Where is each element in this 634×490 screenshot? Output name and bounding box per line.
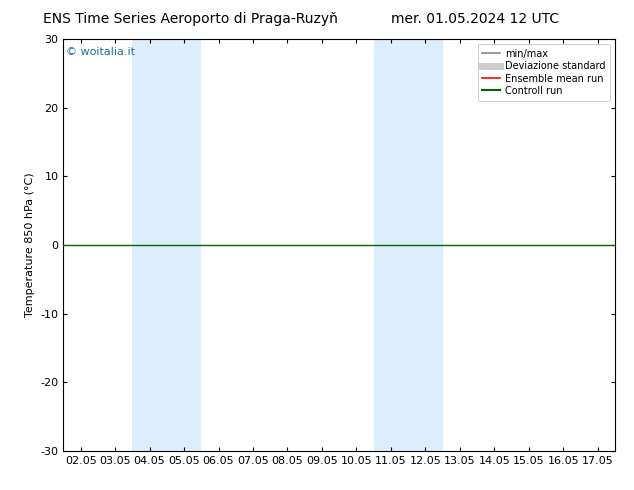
Bar xyxy=(167,39,202,451)
Text: © woitalia.it: © woitalia.it xyxy=(66,48,135,57)
Text: mer. 01.05.2024 12 UTC: mer. 01.05.2024 12 UTC xyxy=(391,12,560,26)
Bar xyxy=(133,39,167,451)
Bar xyxy=(408,39,443,451)
Text: ENS Time Series Aeroporto di Praga-Ruzyň: ENS Time Series Aeroporto di Praga-Ruzyň xyxy=(42,12,338,26)
Bar xyxy=(373,39,408,451)
Legend: min/max, Deviazione standard, Ensemble mean run, Controll run: min/max, Deviazione standard, Ensemble m… xyxy=(477,44,610,101)
Y-axis label: Temperature 850 hPa (°C): Temperature 850 hPa (°C) xyxy=(25,172,35,318)
